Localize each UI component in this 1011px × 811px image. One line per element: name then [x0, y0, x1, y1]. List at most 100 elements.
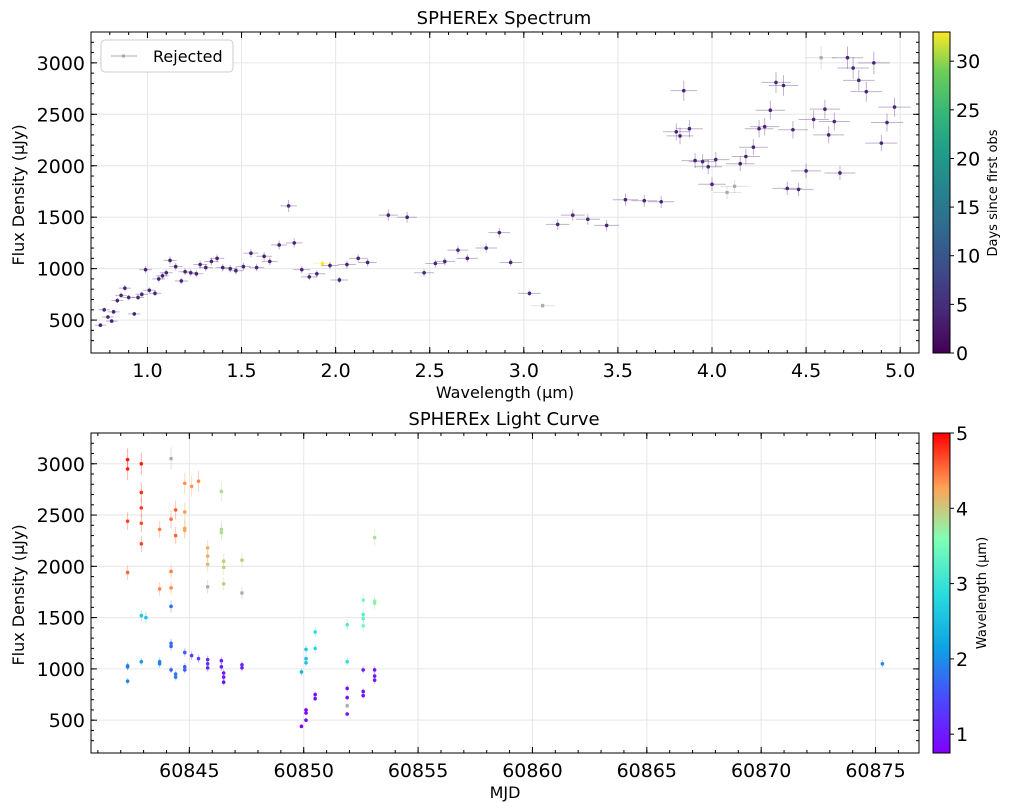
data-point: [105, 319, 118, 323]
spectrum-axes-frame: [90, 31, 920, 354]
data-point: [330, 276, 349, 284]
data-point: [182, 472, 187, 494]
data-point: [744, 119, 774, 138]
data-point: [361, 692, 365, 699]
data-point: [778, 121, 808, 139]
data-point: [818, 112, 850, 131]
data-point: [372, 529, 377, 547]
data-point: [345, 694, 349, 701]
data-point: [248, 263, 265, 272]
data-point: [235, 262, 251, 271]
data-point: [221, 577, 226, 591]
data-point: [144, 612, 148, 624]
x-tick-label: 60860: [502, 760, 562, 782]
rejected-point: [206, 580, 210, 594]
data-point: [666, 127, 694, 145]
data-point: [107, 309, 120, 314]
lightcurve-title: SPHEREx Light Curve: [408, 409, 599, 430]
spectrum-xlabel: Wavelength (μm): [436, 383, 574, 402]
data-point: [755, 100, 785, 120]
data-point: [681, 153, 709, 169]
data-point: [321, 261, 339, 270]
data-point: [219, 656, 224, 665]
lightcurve-ticks: 60845 60850 60855 60860 60865 60870 60875 500 10…: [37, 433, 919, 782]
lightcurve-grid: [91, 433, 919, 753]
data-point: [94, 323, 107, 328]
lightcurve-xlabel: MJD: [490, 783, 521, 802]
rejected-point: [805, 46, 837, 70]
data-point: [118, 285, 131, 292]
data-point: [135, 291, 149, 298]
data-point: [157, 520, 162, 539]
data-point: [286, 238, 303, 248]
data-point: [169, 564, 173, 579]
x-tick-label: 60845: [159, 760, 219, 782]
data-point: [313, 696, 317, 702]
colorbar-tick-label: 3: [956, 574, 968, 596]
data-point: [143, 287, 156, 294]
data-point: [182, 502, 187, 522]
x-tick-label: 60850: [273, 760, 333, 782]
data-point: [205, 548, 210, 564]
x-tick-label: 4.5: [791, 360, 821, 382]
rejected-point: [531, 303, 555, 309]
data-point: [648, 195, 675, 208]
data-point: [372, 672, 377, 680]
data-point: [349, 254, 368, 263]
data-point: [358, 258, 377, 267]
data-point: [361, 613, 365, 625]
colorbar-label-wavelength: Wavelength (μm): [975, 537, 990, 649]
data-point: [139, 514, 144, 533]
data-point: [205, 664, 210, 672]
data-point: [824, 165, 856, 181]
data-point: [345, 657, 349, 666]
data-point: [240, 552, 244, 568]
data-point: [414, 269, 435, 277]
x-tick-label: 60865: [617, 760, 677, 782]
data-point: [518, 290, 541, 297]
x-tick-label: 60855: [388, 760, 448, 782]
data-point: [488, 227, 511, 238]
data-point: [425, 259, 446, 268]
data-point: [157, 582, 162, 596]
data-point: [499, 258, 522, 267]
data-point: [98, 307, 110, 313]
y-tick-label: 2000: [37, 556, 85, 578]
data-point: [761, 72, 791, 93]
rejected-point: [713, 186, 742, 199]
data-point: [878, 97, 911, 117]
y-tick-label: 500: [49, 310, 85, 332]
data-point: [173, 527, 178, 545]
data-point: [675, 119, 703, 138]
data-point: [221, 679, 226, 686]
data-point: [169, 510, 173, 529]
colorbar-tick-label: 10: [956, 246, 980, 268]
colorbar-tick-label: 2: [956, 649, 968, 671]
colorbar-tick-label: 1: [956, 724, 968, 746]
colorbar-tick-label: 5: [956, 423, 968, 445]
data-point: [372, 597, 377, 610]
data-point: [791, 163, 822, 179]
data-point: [857, 51, 890, 74]
data-point: [809, 99, 841, 119]
x-tick-label: 60875: [845, 760, 905, 782]
data-point: [313, 643, 317, 653]
data-point: [169, 600, 173, 613]
data-point: [337, 260, 356, 269]
x-tick-label: 4.0: [697, 360, 727, 382]
data-point: [139, 498, 144, 518]
data-point: [397, 211, 417, 223]
data-point: [831, 46, 864, 70]
data-point: [221, 560, 226, 575]
data-point: [865, 134, 898, 152]
spectrum-ticks: 1.0 1.5 2.0 2.5 3.0 3.5 4.0 4.5 5.0 500 1000 1500 20…: [37, 32, 920, 382]
data-point: [345, 619, 349, 631]
lightcurve-panel: SPHEREx Light Curve 60845 60850 60855 60860…: [9, 409, 990, 802]
x-tick-label: 3.5: [603, 360, 633, 382]
data-point: [125, 663, 130, 671]
lightcurve-ylabel: Flux Density (μJy): [9, 524, 28, 665]
data-point: [372, 666, 377, 674]
data-point: [594, 220, 620, 231]
data-point: [798, 110, 829, 129]
colorbar-viridis: [932, 31, 951, 354]
